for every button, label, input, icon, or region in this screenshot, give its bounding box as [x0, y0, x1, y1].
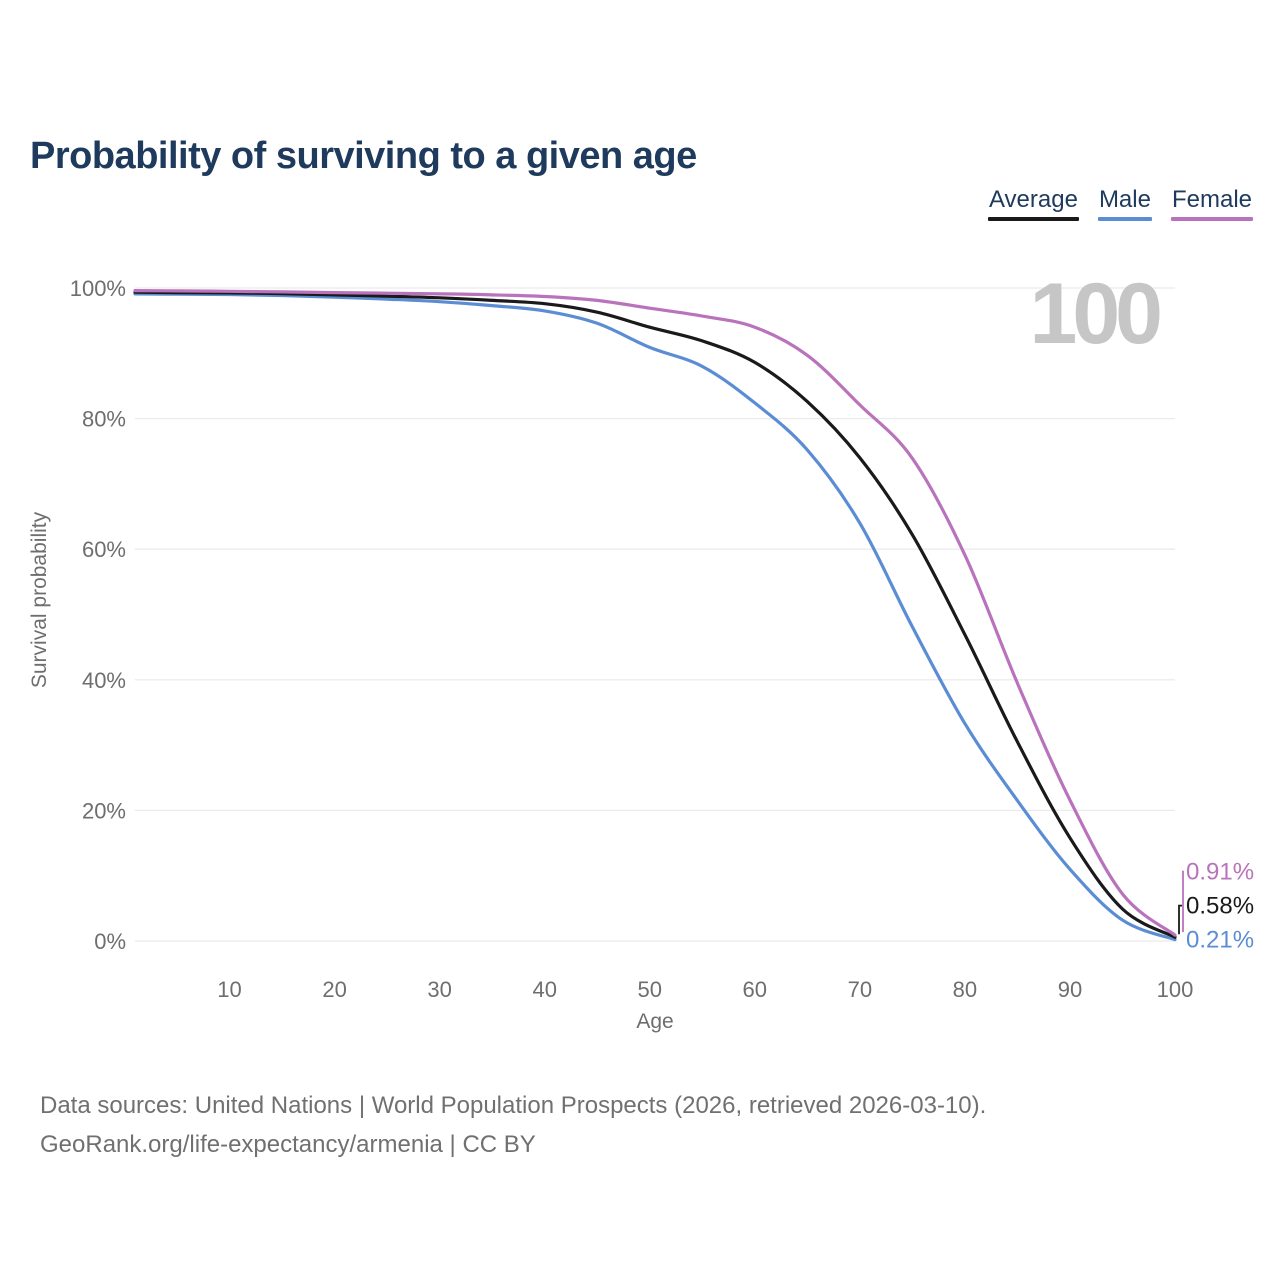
x-tick-label-70: 70	[848, 977, 872, 1002]
series-line-average	[133, 290, 1177, 939]
legend-swatch-average	[987, 217, 1079, 221]
x-axis-title: Age	[636, 1010, 673, 1033]
end-label-leader-average	[1178, 904, 1182, 935]
y-axis-title: Survival probability	[28, 511, 51, 688]
y-tick-label-100: 100%	[70, 276, 126, 301]
series-line-male	[133, 292, 1177, 942]
legend-item-female[interactable]: Female	[1170, 186, 1253, 221]
x-tick-label-40: 40	[532, 977, 556, 1002]
x-tick-label-20: 20	[322, 977, 346, 1002]
x-tick-label-90: 90	[1058, 977, 1082, 1002]
x-tick-label-10: 10	[217, 977, 241, 1002]
y-tick-label-20: 20%	[82, 798, 126, 823]
footer-attribution-line: GeoRank.org/life-expectancy/armenia | CC…	[40, 1131, 536, 1158]
legend-item-average[interactable]: Average	[987, 186, 1079, 221]
legend-item-label: Average	[988, 186, 1078, 213]
y-tick-label-40: 40%	[82, 668, 126, 693]
x-tick-label-50: 50	[638, 977, 662, 1002]
page-title: Probability of surviving to a given age	[30, 135, 697, 178]
end-label-average: 0.58%	[1186, 893, 1254, 920]
x-tick-label-60: 60	[743, 977, 767, 1002]
legend-item-label: Female	[1171, 186, 1252, 213]
legend: Average Male Female	[987, 186, 1253, 221]
series-line-female	[133, 289, 1177, 937]
footer-source-line: Data sources: United Nations | World Pop…	[40, 1092, 987, 1119]
legend-swatch-female	[1170, 217, 1253, 221]
y-tick-label-60: 60%	[82, 537, 126, 562]
y-tick-label-0: 0%	[94, 929, 126, 954]
legend-item-label: Male	[1098, 186, 1151, 213]
y-tick-label-80: 80%	[82, 407, 126, 432]
end-label-leader-female	[1182, 870, 1184, 933]
x-tick-label-80: 80	[953, 977, 977, 1002]
legend-swatch-male	[1097, 217, 1152, 221]
end-label-male: 0.21%	[1186, 927, 1254, 954]
x-tick-label-100: 100	[1157, 977, 1194, 1002]
end-label-female: 0.91%	[1186, 859, 1254, 886]
age-watermark: 100	[1029, 266, 1163, 362]
footer: Data sources: United Nations | World Pop…	[40, 1086, 986, 1164]
legend-item-male[interactable]: Male	[1097, 186, 1152, 221]
plot-area[interactable]	[135, 288, 1175, 941]
x-tick-label-30: 30	[427, 977, 451, 1002]
